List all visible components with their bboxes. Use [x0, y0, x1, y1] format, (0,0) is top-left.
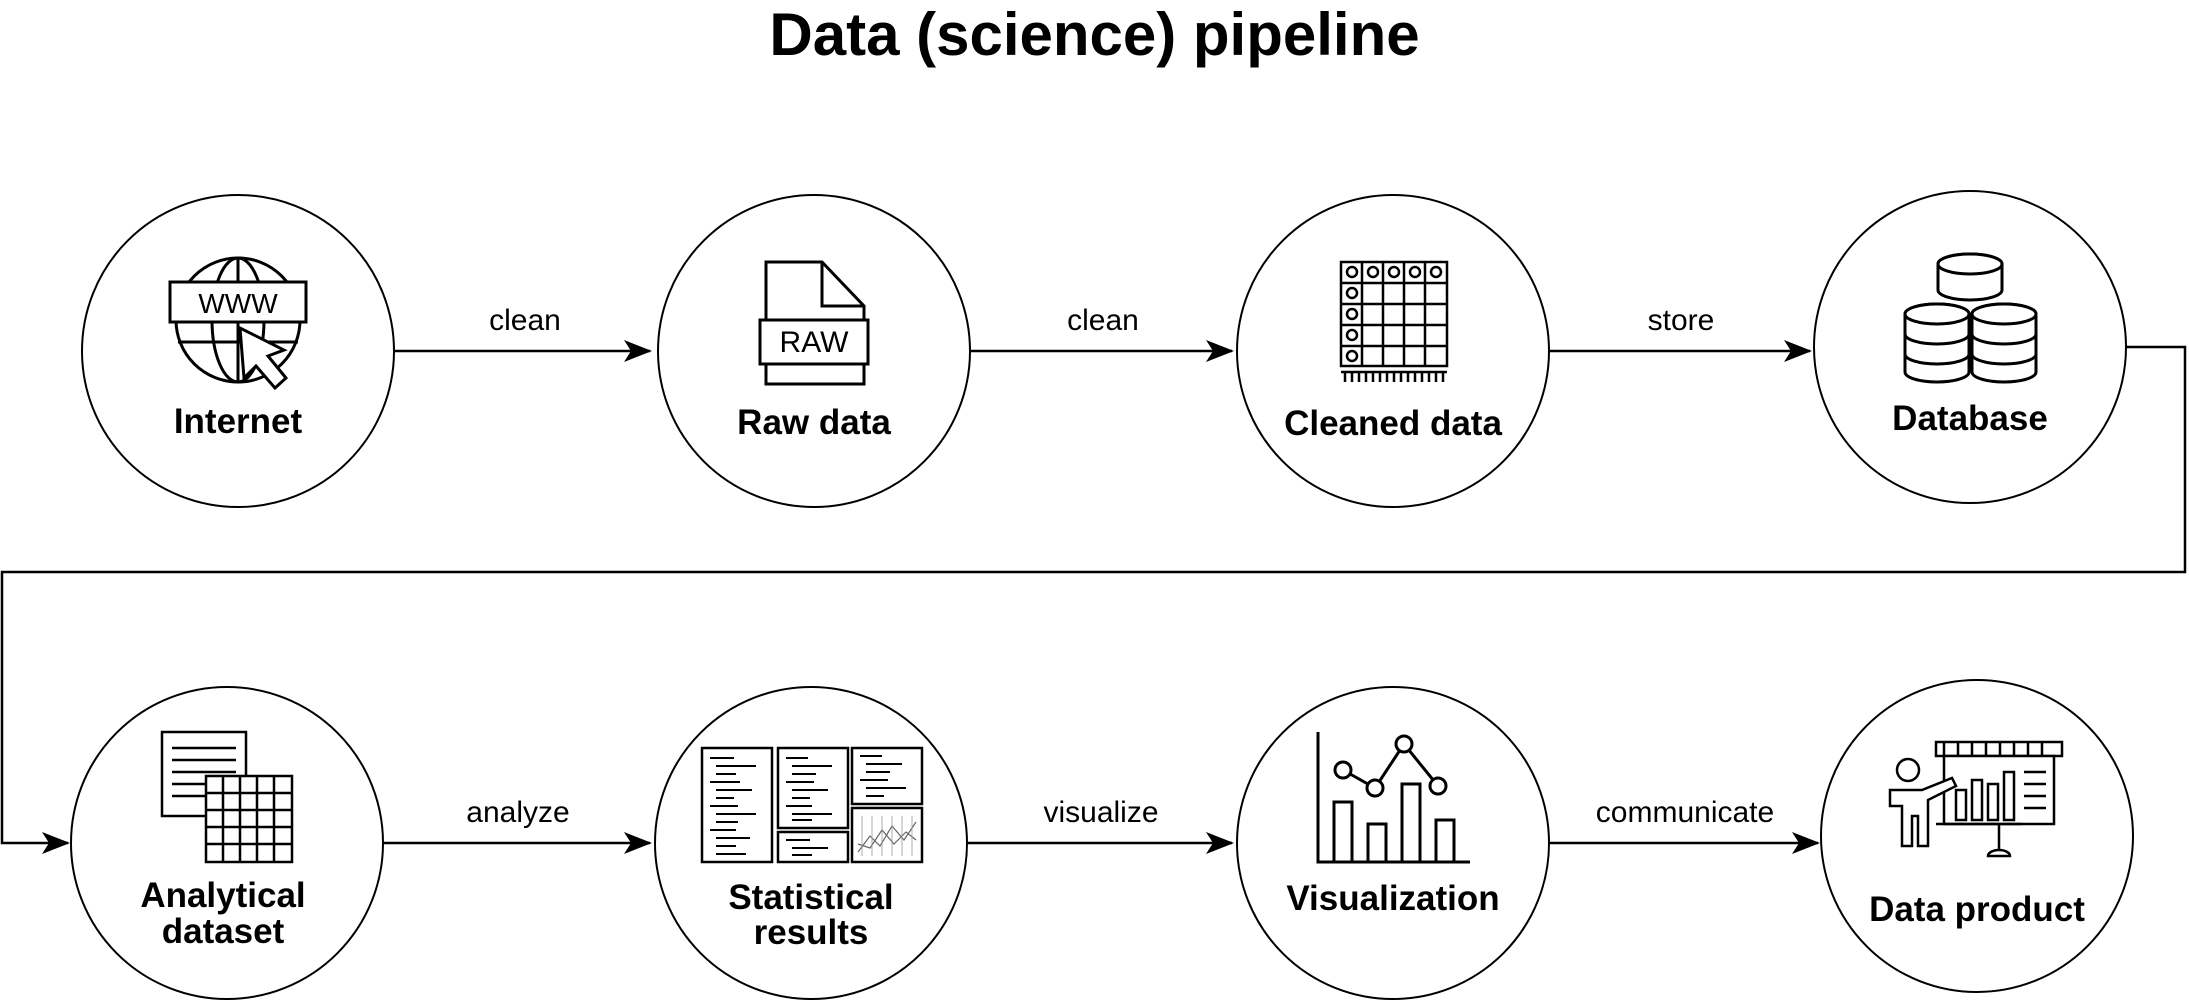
edge-label: visualize: [1043, 796, 1158, 829]
node-label: Database: [1892, 399, 2048, 438]
node-label: Raw data: [737, 403, 891, 442]
edge-raw-to-cleaned: clean: [970, 304, 1234, 362]
node-label: Visualization: [1286, 879, 1499, 918]
node-label-line2: results: [754, 913, 869, 952]
presenter-board-icon: [1888, 740, 2064, 858]
raw-file-icon: RAW: [758, 260, 870, 386]
node-analytical-dataset: Analytical dataset: [70, 686, 384, 1000]
diagram-title: Data (science) pipeline: [769, 1, 1420, 68]
edge-label: clean: [489, 304, 561, 337]
edge-statistical-to-visualization: visualize: [968, 796, 1234, 854]
edge-label: clean: [1067, 304, 1139, 337]
node-label-line1: Analytical: [140, 876, 305, 915]
document-table-icon: [160, 730, 294, 864]
node-database: Database: [1813, 190, 2127, 504]
edge-internet-to-raw: clean: [394, 304, 652, 362]
statistical-output-icon: [700, 746, 924, 864]
node-label: Data product: [1869, 890, 2085, 929]
node-data-product: Data product: [1820, 679, 2134, 993]
edge-label: store: [1648, 304, 1715, 337]
globe-www-cursor-icon: WWW: [168, 256, 308, 391]
svg-text:RAW: RAW: [780, 326, 850, 359]
database-stack-icon: [1903, 252, 2038, 384]
node-label: Cleaned data: [1284, 404, 1502, 443]
bar-line-chart-icon: [1316, 732, 1470, 864]
node-internet: WWW Internet: [81, 194, 395, 508]
node-cleaned-data: Cleaned data: [1236, 194, 1550, 508]
node-raw-data: RAW Raw data: [657, 194, 971, 508]
edge-database-to-analytical: [0, 345, 2187, 854]
edge-label: communicate: [1596, 796, 1774, 829]
svg-text:WWW: WWW: [198, 288, 278, 319]
edge-cleaned-to-database: store: [1550, 304, 1812, 362]
node-visualization: Visualization: [1236, 686, 1550, 1000]
node-label-line2: dataset: [162, 912, 285, 951]
edge-label: analyze: [466, 796, 569, 829]
edge-analytical-to-statistical: analyze: [384, 796, 652, 854]
node-statistical-results: Statistical results: [654, 686, 968, 1000]
node-label-line1: Statistical: [728, 878, 893, 917]
edge-visualization-to-product: communicate: [1550, 796, 1820, 854]
node-label: Internet: [174, 402, 303, 441]
data-grid-icon: [1339, 260, 1449, 382]
